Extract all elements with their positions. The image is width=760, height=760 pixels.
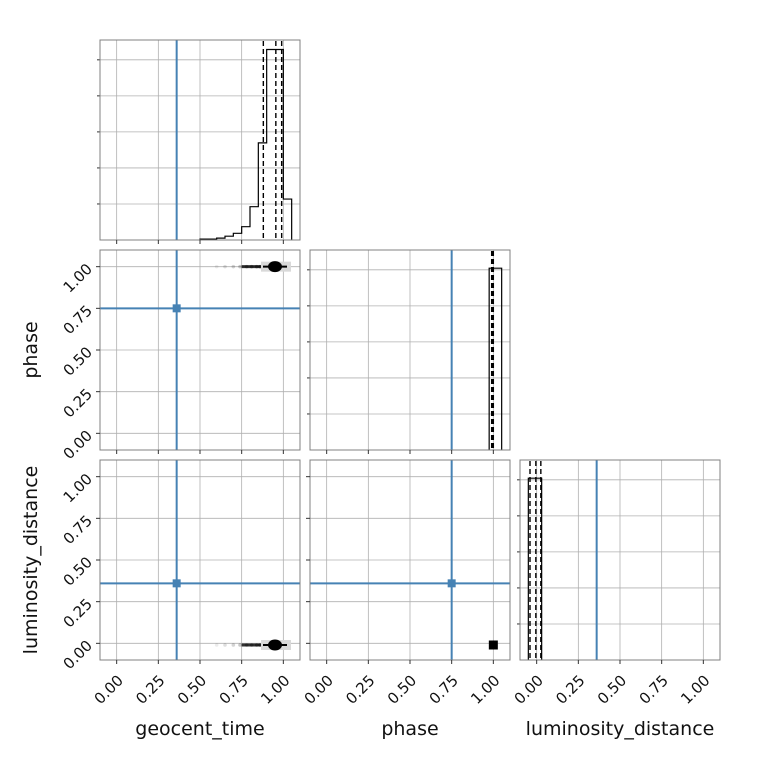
y-tick-label: 0.00 <box>60 637 96 673</box>
x-tick-label: 0.75 <box>426 672 462 708</box>
x-axis-label: phase <box>381 718 438 740</box>
x-tick-label: 0.50 <box>384 672 420 708</box>
y-tick-label: 1.00 <box>60 470 96 506</box>
y-axis-label: phase <box>20 321 42 378</box>
panel-phase-vs-phase <box>307 249 511 454</box>
x-tick-label: 1.00 <box>467 672 503 708</box>
x-tick-label: 0.75 <box>636 672 672 708</box>
truth-marker <box>447 579 456 588</box>
sample-point <box>238 264 242 269</box>
truth-marker <box>172 579 181 588</box>
y-tick-label: 0.25 <box>60 595 96 631</box>
panel-phase-vs-geocent_time <box>96 249 301 454</box>
y-tick-label: 0.50 <box>60 343 96 379</box>
x-tick-label: 0.25 <box>342 672 378 708</box>
y-tick-label: 1.00 <box>60 260 96 296</box>
sample-point <box>214 264 219 269</box>
truth-marker <box>172 304 181 313</box>
sample-point <box>231 264 236 269</box>
y-tick-label: 0.25 <box>60 385 96 421</box>
x-tick-label: 0.00 <box>91 672 127 708</box>
panel-luminosity_distance-vs-phase <box>306 459 511 664</box>
x-tick-label: 1.00 <box>257 672 293 708</box>
y-tick-label: 0.75 <box>60 512 96 548</box>
sample-point <box>223 643 227 647</box>
x-tick-label: 0.25 <box>132 672 168 708</box>
y-tick-label: 0.75 <box>60 302 96 338</box>
x-tick-label: 0.75 <box>216 672 252 708</box>
panel-luminosity_distance-vs-geocent_time <box>96 459 301 664</box>
histogram-step <box>199 48 293 240</box>
x-axis-label: luminosity_distance <box>526 718 715 740</box>
sample-point <box>214 643 219 647</box>
histogram-step <box>527 477 543 660</box>
x-tick-label: 0.00 <box>301 672 337 708</box>
panel-luminosity_distance-vs-luminosity_distance <box>517 459 721 664</box>
x-tick-label: 0.25 <box>552 672 588 708</box>
x-tick-label: 0.50 <box>174 672 210 708</box>
density-peak <box>488 640 498 650</box>
panel-geocent_time-vs-geocent_time <box>97 39 301 244</box>
y-axis-label: luminosity_distance <box>20 466 42 655</box>
x-tick-label: 1.00 <box>677 672 713 708</box>
y-tick-label: 0.00 <box>60 427 96 463</box>
sample-point <box>223 264 227 269</box>
y-tick-label: 0.50 <box>60 553 96 589</box>
sample-point <box>238 643 242 647</box>
sample-point <box>231 643 236 647</box>
x-tick-label: 0.00 <box>511 672 547 708</box>
x-axis-label: geocent_time <box>135 718 264 740</box>
x-tick-label: 0.50 <box>594 672 630 708</box>
